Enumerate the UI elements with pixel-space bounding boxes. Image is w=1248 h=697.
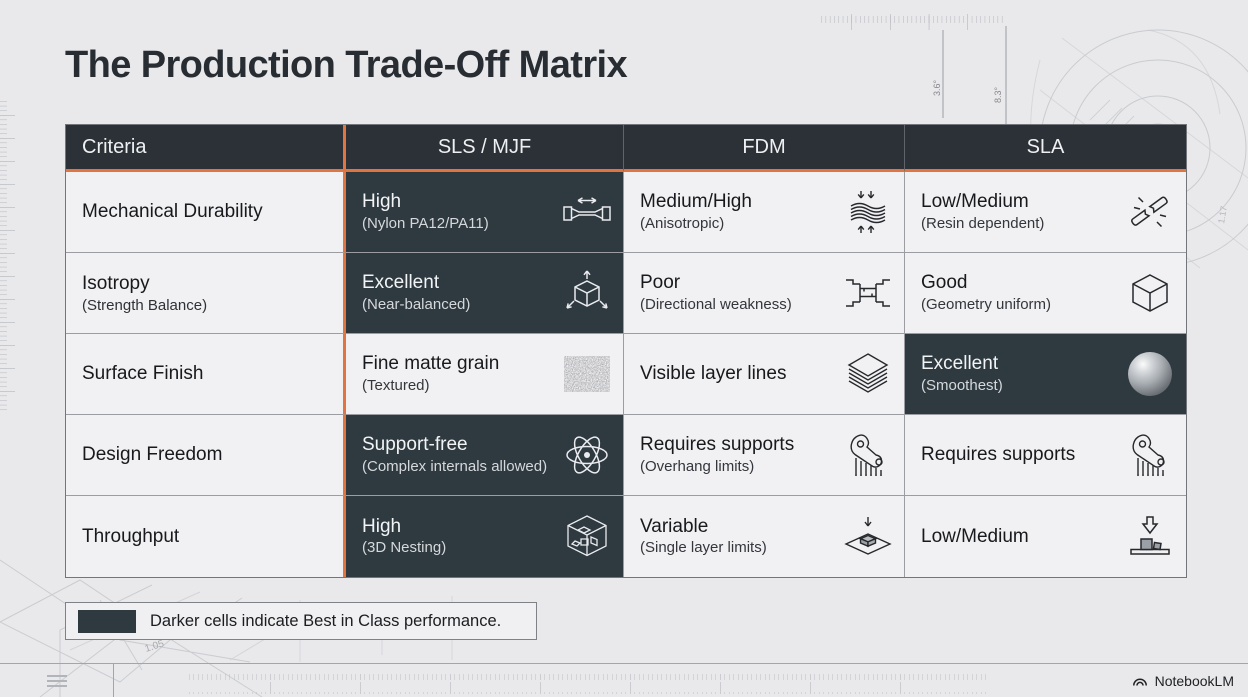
tradeoff-matrix-table: Criteria SLS / MJF FDM SLA Mechanical Du… [65,124,1187,578]
cell-isotropy-sla: Good (Geometry uniform) [905,253,1186,334]
angle-label-small: 3.6° [932,79,942,96]
cell-durability-sls: High (Nylon PA12/PA11) [346,172,624,253]
directional-weakness-icon [842,277,894,309]
matte-texture-icon [561,356,613,392]
cell-finish-sls: Fine matte grain (Textured) [346,334,624,415]
criteria-cell-surface-finish: Surface Finish [66,334,346,415]
cell-isotropy-sls: Excellent (Near-balanced) [346,253,624,334]
isotropy-cube-arrows-icon [561,269,613,317]
broken-part-icon [1124,189,1176,235]
header-fdm: FDM [624,125,905,172]
platform-blocks-icon [1124,515,1176,559]
cell-durability-sla: Low/Medium (Resin dependent) [905,172,1186,253]
supported-part-icon [1124,432,1176,478]
tensile-specimen-icon [561,197,613,227]
page-title: The Production Trade-Off Matrix [65,44,628,86]
legend: Darker cells indicate Best in Class perf… [65,602,537,640]
layer-stack-icon [842,351,894,397]
cell-throughput-sla: Low/Medium [905,496,1186,577]
cell-throughput-sls: High (3D Nesting) [346,496,624,577]
layer-shear-arrows-icon [842,189,894,235]
cell-throughput-fdm: Variable (Single layer limits) [624,496,905,577]
notebooklm-brand: NotebookLM [1131,673,1248,689]
cell-finish-fdm: Visible layer lines [624,334,905,415]
criteria-cell-throughput: Throughput [66,496,346,577]
header-sla: SLA [905,125,1186,172]
footer-bar: NotebookLM [0,663,1248,697]
header-criteria: Criteria [66,125,346,172]
dim-label-right: 1.17 [1216,205,1229,224]
nested-build-cube-icon [561,513,613,561]
angle-label-large: 8.3° [993,86,1003,103]
cell-design-fdm: Requires supports (Overhang limits) [624,415,905,496]
header-sls-mjf: SLS / MJF [346,125,624,172]
cube-icon [1124,270,1176,316]
legend-text: Darker cells indicate Best in Class perf… [150,611,502,630]
criteria-cell-design-freedom: Design Freedom [66,415,346,496]
single-layer-plate-icon [842,515,894,559]
glossy-sphere-icon [1124,352,1176,396]
criteria-cell-isotropy: Isotropy (Strength Balance) [66,253,346,334]
notebooklm-label: NotebookLM [1154,672,1234,689]
dim-label-bottom: 1.05 [144,638,166,655]
supported-part-icon [842,432,894,478]
menu-icon[interactable] [46,674,67,687]
best-in-class-swatch [78,609,136,633]
cell-finish-sla: Excellent (Smoothest) [905,334,1186,415]
criteria-cell-mechanical-durability: Mechanical Durability [66,172,346,253]
cell-design-sls: Support-free (Complex internals allowed) [346,415,624,496]
cell-isotropy-fdm: Poor (Directional weakness) [624,253,905,334]
atom-icon [561,432,613,478]
cell-durability-fdm: Medium/High (Anisotropic) [624,172,905,253]
cell-design-sla: Requires supports [905,415,1186,496]
footer-left-section [0,664,114,697]
notebooklm-logo-icon [1132,677,1147,686]
